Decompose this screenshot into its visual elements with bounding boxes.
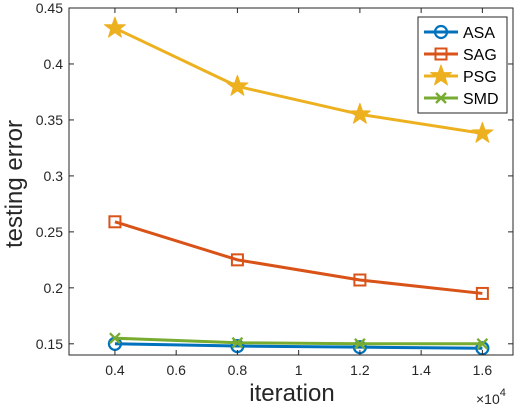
y-tick-label: 0.25 xyxy=(36,224,63,240)
y-tick-label: 0.15 xyxy=(36,336,63,352)
legend-item-smd: SMD xyxy=(424,91,499,108)
series-psg xyxy=(103,16,494,143)
x-multiplier-exponent: 4 xyxy=(500,387,506,399)
series-smd xyxy=(109,332,489,350)
series-line-psg xyxy=(114,26,483,135)
x-tick-label: 0.4 xyxy=(105,362,125,378)
legend-label: PSG xyxy=(463,69,497,86)
legend: ASA SAG PSG SMD xyxy=(417,16,508,114)
legend-label: SMD xyxy=(463,91,499,108)
legend-marker-circle xyxy=(433,24,449,40)
data-point-sag-1 xyxy=(230,253,244,267)
y-axis-label: testing error xyxy=(1,120,28,248)
x-tick-label: 1 xyxy=(295,362,303,378)
y-tick-label: 0.3 xyxy=(44,168,64,184)
data-point-psg-3 xyxy=(471,121,494,143)
data-point-sag-2 xyxy=(353,273,367,287)
legend-marker-star xyxy=(430,64,452,86)
data-point-psg-0 xyxy=(103,16,126,38)
data-point-smd-3 xyxy=(476,337,489,350)
x-tick-label: 1.4 xyxy=(411,362,431,378)
plot-area-frame xyxy=(68,7,514,356)
x-tick-label: 1.6 xyxy=(473,362,493,378)
series-line-smd xyxy=(114,336,483,346)
axes xyxy=(68,7,514,356)
series-line-asa xyxy=(114,342,483,350)
legend-item-sag: SAG xyxy=(424,47,497,64)
data-point-psg-2 xyxy=(348,102,371,124)
data-point-psg-1 xyxy=(226,74,249,96)
legend-item-psg: PSG xyxy=(424,64,497,86)
tick-labels: 0.4 0.6 0.8 1 1.2 1.4 1.6 0.15 0.2 0.25 0.3 0.35 0.4… xyxy=(36,0,493,378)
data-point-smd-1 xyxy=(231,336,244,349)
legend-marker-x xyxy=(435,92,447,104)
y-tick-label: 0.2 xyxy=(44,280,64,296)
series-layer xyxy=(103,16,494,356)
legend-item-asa: ASA xyxy=(424,24,495,42)
x-tick-label: 0.6 xyxy=(166,362,186,378)
data-point-sag-3 xyxy=(475,286,489,300)
data-point-smd-2 xyxy=(354,337,366,350)
data-point-sag-0 xyxy=(108,215,122,229)
x-multiplier-base: ×10 xyxy=(476,391,500,407)
series-sag xyxy=(108,215,489,300)
legend-marker-square xyxy=(434,47,448,61)
series-line-sag xyxy=(114,220,483,295)
x-tick-label: 0.8 xyxy=(228,362,248,378)
data-point-smd-0 xyxy=(109,332,121,345)
x-axis-label: iteration xyxy=(249,380,334,407)
x-tick-label: 1.2 xyxy=(350,362,370,378)
y-tick-label: 0.4 xyxy=(44,56,64,72)
y-tick-label: 0.35 xyxy=(36,112,63,128)
y-tick-label: 0.45 xyxy=(36,0,63,16)
legend-label: SAG xyxy=(463,47,497,64)
x-axis-multiplier: ×104 xyxy=(476,387,506,407)
legend-label: ASA xyxy=(463,25,495,42)
